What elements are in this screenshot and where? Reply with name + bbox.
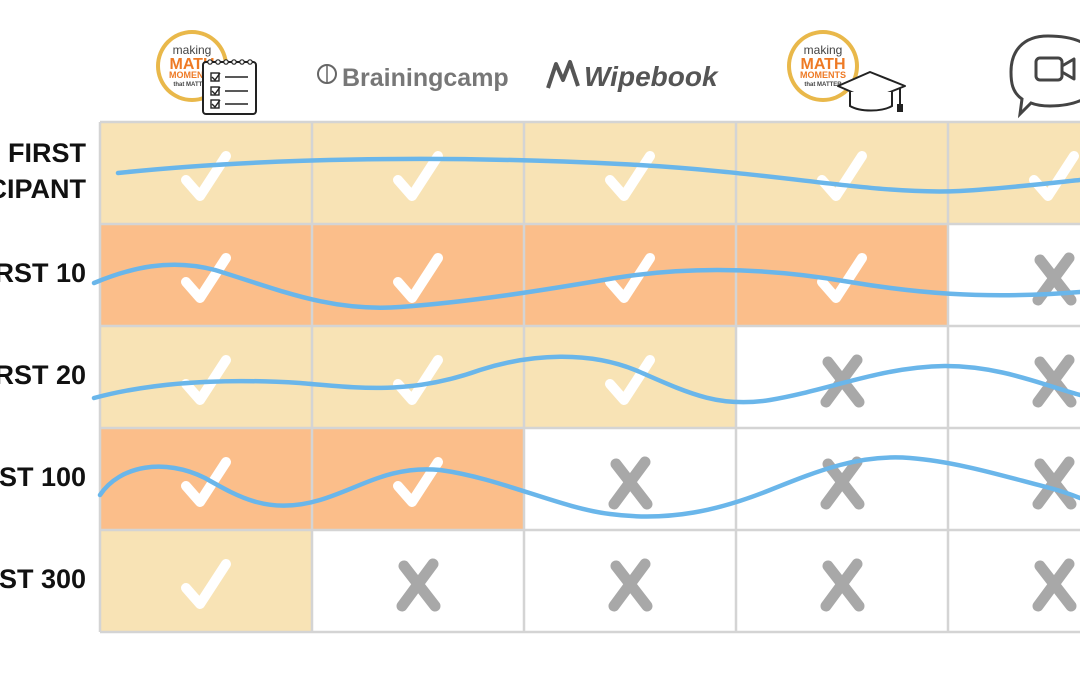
row-label-2: RST 10 — [0, 255, 86, 291]
x-mark-icon — [608, 456, 653, 510]
logo-text-line: that MATTER — [804, 82, 842, 88]
wipebook-wordmark: Wipebook — [584, 61, 719, 92]
wipebook-logo: Wipebook — [546, 60, 719, 92]
video-chat-bubble-icon — [1009, 34, 1080, 119]
grid-cell-r2-c1 — [100, 224, 312, 326]
x-mark-icon — [820, 456, 865, 510]
wave-line-2 — [91, 262, 1080, 310]
grid-cell-r3-c3 — [524, 326, 736, 428]
x-mark-icon — [608, 558, 653, 612]
row-label-line: FIRST — [8, 138, 86, 168]
brainingcamp-wordmark: Brainingcamp — [342, 64, 509, 92]
row-label-line: ST 300 — [0, 564, 86, 594]
logo-text-line: making — [804, 43, 843, 57]
logo-text-line: that MATTER — [173, 82, 211, 88]
row-label-4: ST 100 — [0, 459, 86, 495]
x-mark-icon — [1032, 354, 1077, 408]
check-mark-icon — [181, 355, 231, 405]
grid-cell-r2-c2 — [312, 224, 524, 326]
row-label-5: ST 300 — [0, 561, 86, 597]
logo-text-line: making — [173, 43, 212, 57]
grid-cell-r3-c1 — [100, 326, 312, 428]
check-mark-icon — [817, 253, 867, 303]
check-mark-icon — [393, 457, 443, 507]
check-mark-icon — [181, 457, 231, 507]
logo-text-line: MOMENTS — [800, 70, 846, 80]
graduation-cap-icon — [837, 71, 906, 112]
grid-cell-r1-c4 — [736, 122, 948, 224]
row-label-line: RST 10 — [0, 258, 86, 288]
grid-cell-r3-c2 — [312, 326, 524, 428]
check-mark-icon — [393, 151, 443, 201]
row-label-1: FIRST CIPANT — [0, 135, 86, 207]
check-mark-icon — [605, 151, 655, 201]
x-mark-icon — [820, 558, 865, 612]
row-label-3: RST 20 — [0, 357, 86, 393]
grid-cell-r4-c2 — [312, 428, 524, 530]
x-mark-icon — [396, 558, 441, 612]
clipboard-checklist-icon — [202, 59, 257, 115]
row-label-line: ST 100 — [0, 462, 86, 492]
logo-text-line: MATH — [800, 56, 845, 73]
wipebook-swoosh-icon — [546, 60, 580, 89]
check-mark-icon — [393, 355, 443, 405]
row-label-line: CIPANT — [0, 174, 86, 204]
row-label-line: RST 20 — [0, 360, 86, 390]
logo-text-line: MOMENTS — [169, 70, 215, 80]
check-mark-icon — [605, 253, 655, 303]
x-mark-icon — [1032, 456, 1077, 510]
grid-cell-r1-c2 — [312, 122, 524, 224]
check-mark-icon — [393, 253, 443, 303]
brainingcamp-logo: Brainingcamp — [317, 64, 509, 92]
row-labels: FIRST CIPANT RST 10 RST 20 ST 100 ST 300 — [0, 0, 98, 675]
grid-cell-r1-c3 — [524, 122, 736, 224]
brain-icon — [317, 64, 337, 84]
wave-line-1 — [115, 156, 1080, 194]
check-mark-icon — [181, 151, 231, 201]
grid-cell-r2-c4 — [736, 224, 948, 326]
wave-line-3 — [91, 354, 1080, 405]
grid-cell-r5-c1 — [100, 530, 312, 632]
wave-line-4 — [97, 455, 1080, 519]
check-mark-icon — [181, 559, 231, 609]
x-mark-icon — [1032, 558, 1077, 612]
